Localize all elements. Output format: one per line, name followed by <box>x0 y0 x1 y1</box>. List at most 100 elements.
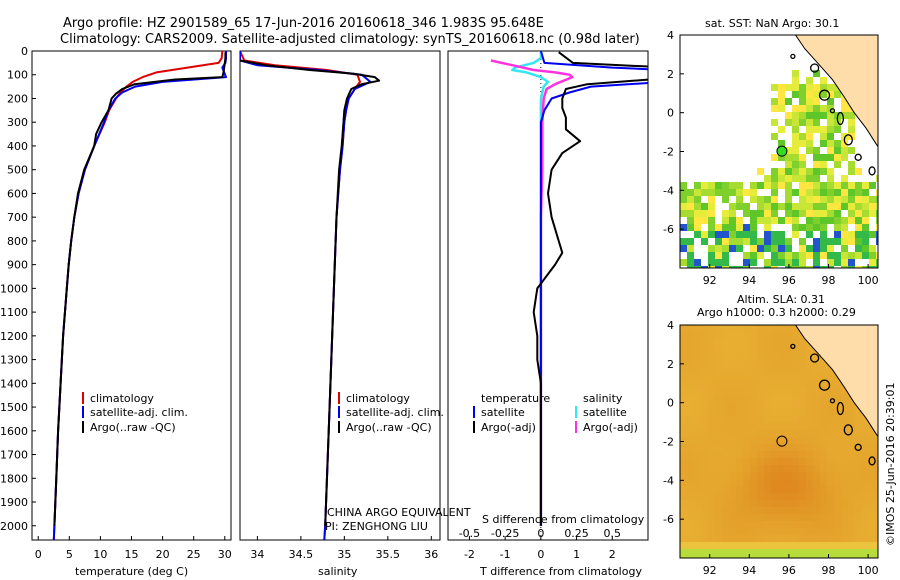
sla-cell <box>862 479 869 486</box>
sst-cell <box>876 224 878 231</box>
sst-cell <box>813 217 820 224</box>
sla-cell <box>694 381 701 388</box>
sst-cell <box>806 175 813 182</box>
sla-cell <box>680 486 687 493</box>
sla-cell <box>680 528 687 535</box>
sst-cell <box>785 161 792 168</box>
sla-cell <box>862 416 869 423</box>
sla-cell <box>820 374 827 381</box>
sla-cell <box>820 437 827 444</box>
sla-cell <box>687 549 694 556</box>
sla-cell <box>757 346 764 353</box>
sst-cell <box>792 217 799 224</box>
sla-cell <box>771 360 778 367</box>
sla-cell <box>827 472 834 479</box>
sla-cell <box>736 500 743 507</box>
sla-cell <box>855 521 862 528</box>
sla-cell <box>715 493 722 500</box>
x-tick-label: 0 <box>537 548 544 561</box>
sst-cell <box>701 182 708 189</box>
sla-cell <box>701 360 708 367</box>
sst-cell <box>722 224 729 231</box>
sla-cell <box>757 360 764 367</box>
sla-cell <box>736 381 743 388</box>
island-outline <box>836 401 845 416</box>
sla-cell <box>792 430 799 437</box>
sla-cell <box>799 472 806 479</box>
sla-cell <box>729 388 736 395</box>
sla-cell <box>841 444 848 451</box>
sla-cell <box>806 465 813 472</box>
sla-cell <box>701 374 708 381</box>
sst-cell <box>876 217 878 224</box>
island-outline <box>843 424 853 436</box>
figure-title-line2: Climatology: CARS2009. Satellite-adjuste… <box>60 32 640 47</box>
sla-cell <box>862 437 869 444</box>
sst-cell <box>862 238 869 245</box>
sla-cell <box>771 507 778 514</box>
sla-cell <box>799 444 806 451</box>
sla-cell <box>764 444 771 451</box>
sla-cell <box>701 472 708 479</box>
sst-cell <box>827 210 834 217</box>
sla-cell <box>855 493 862 500</box>
sla-cell <box>757 535 764 542</box>
sst-cell <box>708 196 715 203</box>
sla-cell <box>722 542 729 549</box>
sla-cell <box>729 409 736 416</box>
sst-cell <box>680 189 687 196</box>
sst-cell <box>862 231 869 238</box>
sst-cell <box>785 203 792 210</box>
sla-cell <box>778 395 785 402</box>
sla-cell <box>694 507 701 514</box>
sla-cell <box>729 374 736 381</box>
sla-cell <box>687 416 694 423</box>
sla-cell <box>701 458 708 465</box>
sla-cell <box>701 500 708 507</box>
sla-cell <box>813 360 820 367</box>
sst-cell <box>806 112 813 119</box>
x-tick-label: 94 <box>742 274 756 287</box>
sla-cell <box>708 360 715 367</box>
sla-cell <box>841 528 848 535</box>
sst-cell <box>834 210 841 217</box>
sla-cell <box>764 514 771 521</box>
sla-cell <box>694 472 701 479</box>
sst-cell <box>750 252 757 259</box>
sst-cell <box>778 91 785 98</box>
sla-cell <box>687 395 694 402</box>
sla-cell <box>757 395 764 402</box>
sst-cell <box>841 203 848 210</box>
sst-cell <box>799 245 806 252</box>
sla-cell <box>701 416 708 423</box>
sst-cell <box>785 217 792 224</box>
sla-cell <box>841 458 848 465</box>
sla-cell <box>729 360 736 367</box>
sst-cell <box>778 238 785 245</box>
sst-cell <box>778 140 785 147</box>
sla-cell <box>694 500 701 507</box>
sla-cell <box>827 528 834 535</box>
sla-cell <box>813 430 820 437</box>
sla-cell <box>750 451 757 458</box>
sla-cell <box>785 416 792 423</box>
sst-cell <box>771 182 778 189</box>
sla-cell <box>694 395 701 402</box>
sst-cell <box>736 189 743 196</box>
sla-cell <box>778 388 785 395</box>
sla-cell <box>729 521 736 528</box>
sla-cell <box>855 437 862 444</box>
sst-cell <box>792 105 799 112</box>
sla-cell <box>729 367 736 374</box>
sla-cell <box>743 451 750 458</box>
sla-cell <box>820 507 827 514</box>
sla-cell <box>722 549 729 556</box>
sst-cell <box>820 217 827 224</box>
sst-cell <box>876 238 878 245</box>
sla-cell <box>799 507 806 514</box>
sla-cell <box>848 465 855 472</box>
sla-cell <box>750 535 757 542</box>
sla-cell <box>729 395 736 402</box>
sla-cell <box>729 479 736 486</box>
sla-cell <box>799 500 806 507</box>
